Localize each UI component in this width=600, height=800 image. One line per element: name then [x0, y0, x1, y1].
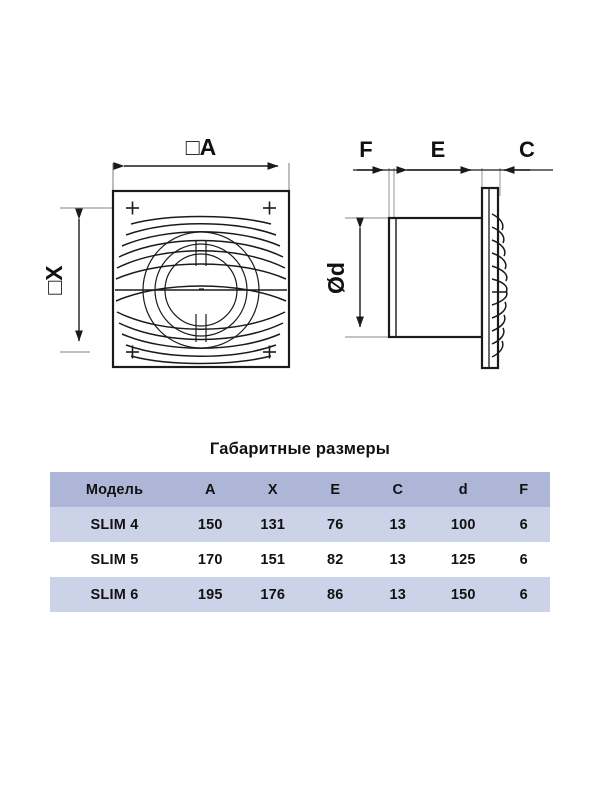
- cell-d: 100: [450, 516, 476, 533]
- cell-f: 6: [519, 516, 528, 533]
- table-row: SLIM 5 170 151 82 13 125 6: [50, 542, 550, 577]
- table-header-row: Модель A X E C d F: [50, 472, 550, 507]
- cell-a: 195: [197, 586, 223, 603]
- cell-f: 6: [519, 551, 528, 568]
- louver-blade: [491, 252, 507, 270]
- mounting-mark-top-left: [126, 201, 139, 215]
- mounting-mark-bottom-left: [126, 345, 139, 359]
- cell-a: 150: [197, 516, 223, 533]
- mounting-marks: [126, 201, 276, 359]
- cell-d: 150: [450, 586, 476, 603]
- grille-line: [125, 344, 277, 357]
- cell-x: 176: [260, 586, 286, 603]
- hub-circles: [142, 231, 260, 349]
- cell-e: 86: [327, 586, 344, 603]
- dim-f-label: F: [359, 137, 372, 162]
- louver-blade: [491, 290, 508, 306]
- louver-blade: [491, 239, 506, 257]
- table-title: Габаритные размеры: [209, 440, 391, 458]
- hub-circle-middle: [154, 243, 248, 337]
- cell-c: 13: [389, 551, 407, 568]
- grille-line: [118, 239, 284, 258]
- dim-e-label: E: [431, 137, 446, 162]
- grille-line: [130, 215, 272, 225]
- hub-circle-outer: [142, 231, 260, 349]
- cell-e: 76: [327, 516, 344, 533]
- cell-model: SLIM 5: [90, 551, 139, 568]
- column-header-x: X: [267, 481, 278, 498]
- grille-line: [115, 285, 287, 302]
- cell-model: SLIM 6: [90, 586, 139, 603]
- cell-model: SLIM 4: [90, 516, 139, 533]
- cell-e: 82: [327, 551, 344, 568]
- table-row: SLIM 6 195 176 86 13 150 6: [50, 577, 550, 612]
- mounting-mark-bottom-right: [263, 345, 276, 359]
- column-header-e: E: [330, 481, 341, 498]
- louver-blade: [491, 265, 508, 282]
- dimensions-table-section: Габаритные размеры Модель A X E C d F SL…: [0, 440, 600, 612]
- grille-line: [116, 250, 286, 269]
- louver-blade: [491, 327, 505, 345]
- column-header-f: F: [519, 481, 529, 498]
- table-body: SLIM 4 150 131 76 13 100 6 SLIM 5 170 15…: [50, 507, 550, 612]
- front-view-group: □A □X: [41, 134, 291, 369]
- dim-a-label: □A: [186, 134, 217, 160]
- dim-d-label: Ød: [323, 262, 349, 294]
- grille-line: [116, 311, 286, 330]
- dim-c-label: C: [519, 137, 535, 162]
- drawing-canvas: □A □X F E: [41, 134, 553, 370]
- cell-c: 13: [389, 516, 407, 533]
- faceplate-outline: [480, 186, 500, 370]
- louver-blade: [491, 301, 507, 319]
- cell-a: 170: [197, 551, 223, 568]
- cell-c: 13: [389, 586, 407, 603]
- cell-x: 131: [260, 516, 286, 533]
- dimension-a: [112, 162, 290, 192]
- cell-f: 6: [519, 586, 528, 603]
- louver-blade: [491, 314, 506, 332]
- column-header-c: C: [392, 481, 404, 498]
- side-view-group: F E C Ød: [323, 137, 553, 370]
- grille-line: [130, 355, 272, 365]
- column-header-model: Модель: [85, 481, 144, 498]
- louver-blade: [491, 213, 504, 231]
- dimensions-table: Модель A X E C d F SLIM 4 150 131 76 13 …: [50, 472, 550, 612]
- duct-body-outline: [387, 216, 484, 339]
- front-panel-outline: [111, 189, 291, 369]
- hub-circle-inner: [164, 253, 238, 327]
- louver-blade: [491, 226, 505, 244]
- grille-line: [125, 223, 277, 236]
- louver-profile: [491, 213, 508, 358]
- column-header-a: A: [204, 481, 216, 498]
- mounting-mark-top-right: [263, 201, 276, 215]
- grille-line: [118, 322, 284, 341]
- dim-x-label: □X: [41, 265, 67, 295]
- louver-blade: [491, 340, 504, 358]
- hub-struts: [195, 240, 207, 342]
- technical-drawing: □A □X F E: [41, 134, 553, 370]
- cell-d: 125: [450, 551, 476, 568]
- grille-line: [115, 263, 287, 280]
- cell-x: 151: [260, 551, 286, 568]
- column-header-d: d: [458, 481, 468, 498]
- dimension-diameter: Ød: [323, 217, 392, 338]
- table-header: Модель A X E C d F: [50, 472, 550, 507]
- table-row: SLIM 4 150 131 76 13 100 6: [50, 507, 550, 542]
